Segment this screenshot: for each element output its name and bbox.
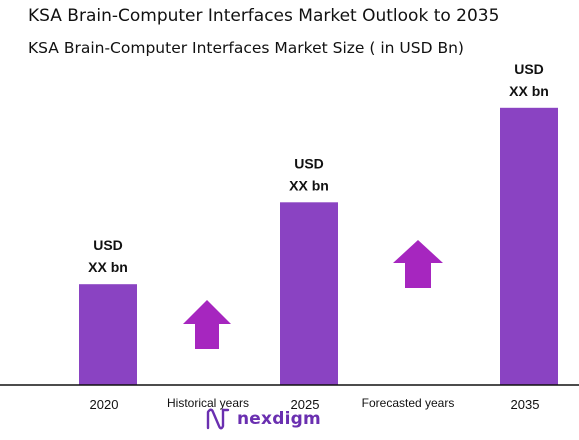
chart-subtitle: KSA Brain-Computer Interfaces Market Siz… — [28, 39, 464, 57]
bar-2025 — [280, 202, 338, 385]
data-label-2020-2: XX bn — [88, 259, 128, 275]
chart-title: KSA Brain-Computer Interfaces Market Out… — [28, 6, 500, 26]
growth-arrow-forecasted — [393, 240, 443, 288]
bar-2020 — [79, 284, 137, 385]
data-label-2025-1: USD — [294, 155, 324, 171]
nexdigm-logo-icon — [206, 408, 230, 430]
period-label-historical: Historical years — [167, 396, 249, 410]
data-label-2035-1: USD — [514, 61, 544, 77]
data-label-2025-2: XX bn — [289, 177, 329, 193]
bar-2035 — [500, 107, 558, 386]
x-tick-2020: 2020 — [90, 397, 119, 412]
data-label-2020-1: USD — [93, 237, 123, 253]
data-label-2035-2: XX bn — [509, 83, 549, 99]
logo-text: nexdigm — [237, 409, 321, 429]
nexdigm-logo: nexdigm — [205, 405, 321, 433]
period-label-forecasted: Forecasted years — [362, 396, 455, 410]
growth-arrow-historical — [183, 300, 231, 349]
x-tick-2035: 2035 — [511, 397, 540, 412]
x-tick-2025: 2025 — [291, 397, 320, 412]
